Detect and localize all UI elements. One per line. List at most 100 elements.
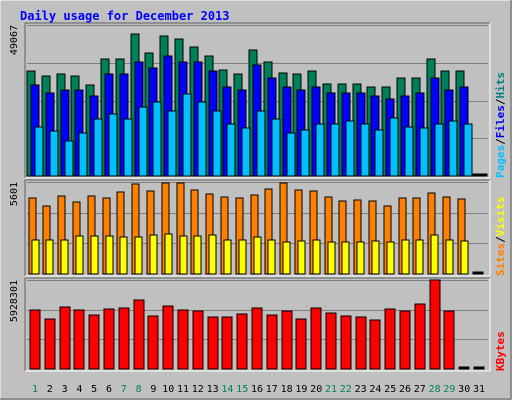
bar-kbytes-day-5	[88, 314, 100, 370]
ymax-label: 5928301	[9, 280, 20, 322]
bar-kbytes-day-9	[147, 315, 159, 370]
ymax-label: 5601	[9, 182, 20, 206]
day-label: 14	[221, 384, 233, 395]
day-label: 29	[443, 384, 455, 395]
bar-sites-day-6	[105, 235, 114, 275]
bar-kbytes-day-19	[295, 318, 307, 370]
bar-sites-day-27	[415, 239, 424, 275]
bar-sites-day-13	[208, 234, 217, 275]
bar-kbytes-day-1	[29, 309, 41, 370]
bar-pages-day-17	[271, 118, 281, 177]
bar-kbytes-day-21	[325, 312, 337, 370]
bar-pages-day-23	[360, 123, 370, 177]
chart-panels: 49067Pages/Files/Hits5601Sites/Visits592…	[9, 22, 507, 372]
day-label: 9	[150, 384, 156, 395]
bar-sites-day-22	[341, 241, 350, 275]
bar-pages-day-29	[448, 120, 458, 177]
day-label: 23	[355, 384, 367, 395]
side-legend-part: KBytes	[494, 331, 507, 371]
bar-kbytes-day-11	[177, 309, 189, 370]
bar-sites-day-12	[193, 235, 202, 275]
day-label: 22	[340, 384, 352, 395]
bar-kbytes-day-12	[192, 310, 204, 370]
side-legend: KBytes	[494, 331, 507, 371]
day-label: 31	[473, 384, 485, 395]
day-label: 27	[414, 384, 426, 395]
bar-kbytes-day-27	[414, 303, 426, 370]
panel-kbytes: 5928301 KBytes	[9, 277, 507, 372]
bar-sites-day-11	[179, 235, 188, 275]
bar-sites-day-19	[297, 240, 306, 275]
bar-pages-day-22	[345, 120, 355, 177]
bar-pages-day-4	[78, 132, 88, 177]
bar-pages-day-26	[404, 126, 414, 177]
day-label: 19	[295, 384, 307, 395]
bar-sites-day-14	[223, 239, 232, 275]
bar-sites-day-28	[430, 234, 439, 275]
bar-kbytes-day-16	[251, 307, 263, 370]
day-label: 10	[162, 384, 174, 395]
bar-sites-day-18	[282, 241, 291, 275]
day-label: 18	[281, 384, 293, 395]
bar-pages-day-28	[434, 123, 444, 177]
side-legend: Pages/Files/Hits	[494, 72, 507, 178]
day-label: 13	[207, 384, 219, 395]
bar-pages-day-14	[226, 123, 236, 177]
bar-kbytes-day-22	[340, 315, 352, 370]
side-legend-part: /	[494, 98, 507, 105]
bar-pages-day-5	[93, 118, 103, 177]
bar-pages-day-27	[419, 127, 429, 177]
bar-sites-day-1	[31, 239, 40, 275]
bar-pages-day-7	[123, 118, 133, 177]
bar-sites-day-8	[134, 236, 143, 275]
bar-sites-day-31	[475, 271, 484, 275]
day-label: 15	[236, 384, 248, 395]
day-label: 6	[106, 384, 112, 395]
bar-pages-day-30	[463, 123, 473, 177]
bar-kbytes-day-30	[458, 366, 470, 370]
side-legend-part: Files	[494, 105, 507, 138]
series-visits	[28, 182, 481, 275]
bar-sites-day-23	[356, 241, 365, 275]
bar-kbytes-day-4	[73, 309, 85, 370]
day-label: 7	[121, 384, 127, 395]
bar-sites-day-20	[312, 239, 321, 275]
bar-kbytes-day-18	[281, 310, 293, 370]
day-label: 21	[325, 384, 337, 395]
day-label: 17	[266, 384, 278, 395]
side-legend-part: Sites	[494, 243, 507, 276]
bar-kbytes-day-8	[133, 299, 145, 370]
bar-kbytes-day-26	[399, 310, 411, 370]
bar-pages-day-10	[167, 110, 177, 177]
day-labels: 1 2 3 4 5 6 7 8 9 10 11 12 13 14 15 16 17 18 19 20 21 22 23 24 2…	[32, 384, 485, 395]
bar-kbytes-day-7	[118, 307, 130, 370]
day-label: 28	[429, 384, 441, 395]
bar-kbytes-day-3	[59, 306, 71, 370]
series-sites	[31, 233, 484, 275]
day-label: 20	[310, 384, 322, 395]
bar-kbytes-day-28	[429, 279, 441, 370]
bar-pages-day-19	[300, 129, 310, 177]
bar-kbytes-day-20	[310, 307, 322, 370]
bar-pages-day-20	[315, 123, 325, 177]
series-kbytes	[29, 279, 485, 370]
bar-sites-day-15	[238, 239, 247, 275]
bar-sites-day-10	[164, 233, 173, 275]
bar-sites-day-25	[386, 241, 395, 275]
bar-pages-day-31	[478, 173, 488, 177]
bar-pages-day-3	[64, 140, 74, 177]
bar-pages-day-2	[49, 130, 59, 177]
day-label: 11	[177, 384, 189, 395]
bar-pages-day-6	[108, 113, 118, 177]
bar-kbytes-day-15	[236, 313, 248, 370]
bar-sites-day-26	[401, 239, 410, 275]
bar-sites-day-7	[119, 236, 128, 275]
bar-kbytes-day-29	[443, 310, 455, 370]
bar-pages-day-24	[374, 129, 384, 177]
bar-sites-day-3	[60, 239, 69, 275]
bar-sites-day-9	[149, 234, 158, 275]
bar-sites-day-16	[253, 236, 262, 275]
side-legend-part: /	[494, 236, 507, 243]
bar-pages-day-1	[34, 126, 44, 177]
